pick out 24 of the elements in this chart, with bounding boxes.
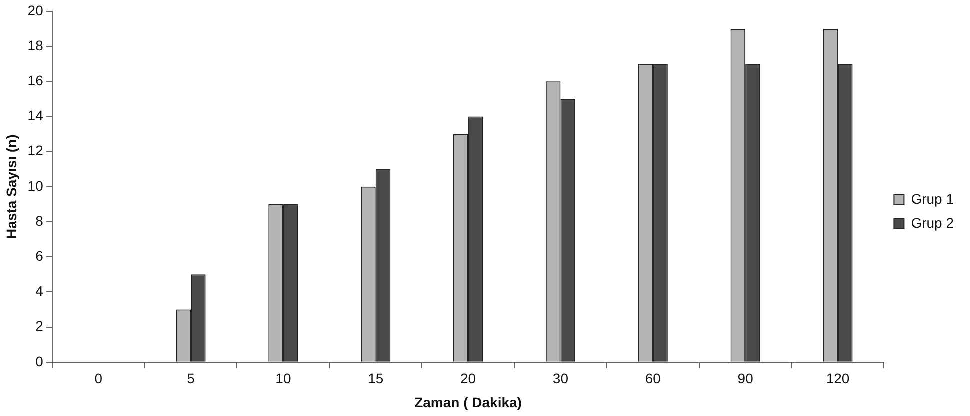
x-tick-label: 60 <box>645 370 662 387</box>
x-axis-title: Zaman ( Dakika) <box>414 394 522 410</box>
y-tick-label: 6 <box>36 248 44 264</box>
y-tick-label: 8 <box>36 212 44 229</box>
x-tick-label: 20 <box>460 370 476 387</box>
x-tick-label: 30 <box>552 370 569 387</box>
y-axis-title: Hasta Sayısı (n) <box>3 134 20 240</box>
x-tick-label: 15 <box>368 370 384 387</box>
x-tick-label: 10 <box>276 370 292 387</box>
y-tick-label: 16 <box>28 72 44 88</box>
x-tick-label: 0 <box>94 370 103 387</box>
legend-label: Grup 1 <box>911 190 954 207</box>
y-tick-label: 10 <box>28 178 44 194</box>
x-tick-label: 90 <box>738 370 754 387</box>
y-tick-label: 4 <box>36 283 44 300</box>
x-tick-label: 5 <box>187 370 196 387</box>
y-tick-label: 14 <box>28 108 44 124</box>
y-tick-label: 0 <box>36 353 44 370</box>
y-tick-label: 20 <box>28 2 44 18</box>
legend-label: Grup 2 <box>911 214 954 231</box>
y-tick-label: 18 <box>28 37 44 54</box>
y-tick-label: 2 <box>36 318 44 334</box>
x-tick-label: 120 <box>826 370 850 387</box>
y-tick-label: 12 <box>28 142 44 159</box>
